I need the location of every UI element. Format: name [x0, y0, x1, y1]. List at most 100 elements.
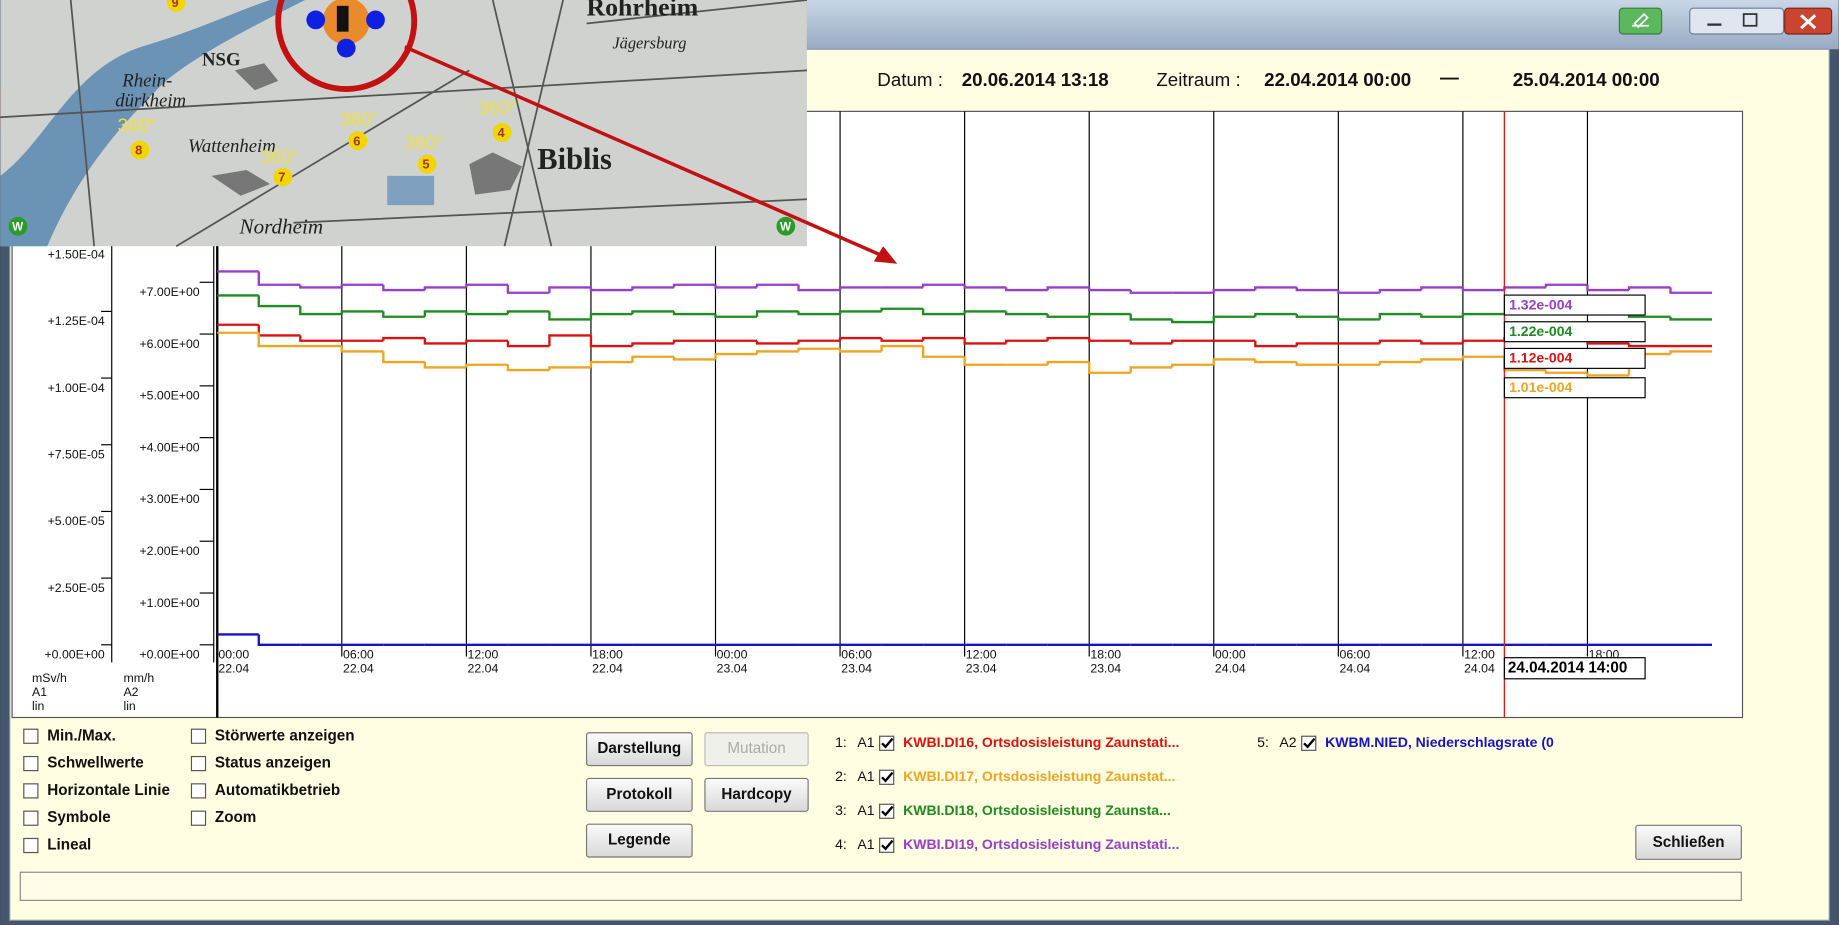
button-label[interactable]: Hardcopy [721, 786, 792, 803]
map-label: Rhein- [121, 70, 172, 91]
x-tick-label: 00:00 [717, 648, 748, 662]
checkbox[interactable] [24, 811, 38, 825]
checkbox[interactable] [191, 757, 205, 771]
x-tick-label: 23.04 [966, 662, 997, 676]
legend-entry: KWBM.NIED, Niederschlagsrate (0 [1325, 734, 1554, 750]
legend-entry: KWBI.DI16, Ortsdosisleistung Zaunstati..… [903, 734, 1179, 750]
checkbox[interactable] [191, 811, 205, 825]
option-label: Zoom [215, 809, 256, 826]
map-label: 5 [422, 157, 429, 172]
map-label: 7 [278, 170, 285, 185]
option-label: Min./Max. [47, 727, 116, 744]
close-button-label[interactable]: Schließen [1653, 834, 1725, 851]
y-tick-label: +5.00E-05 [48, 514, 105, 528]
station-dot [337, 39, 356, 58]
x-tick-label: 00:00 [218, 648, 249, 662]
page: Messwertdarstellung { "header": {"date_l… [0, 0, 1839, 925]
map-label: W [12, 221, 24, 234]
y2-tick-label: +4.00E+00 [139, 440, 199, 454]
button-label[interactable]: Protokoll [606, 786, 672, 803]
map-label: 4 [497, 125, 505, 140]
x-tick-label: 06:00 [1340, 648, 1371, 662]
map-label: Biblis [537, 142, 612, 176]
legend-entry: KWBI.DI18, Ortsdosisleistung Zaunsta... [903, 802, 1171, 818]
plant-icon [337, 6, 349, 32]
x-tick-label: 12:00 [966, 648, 997, 662]
x-tick-label: 23.04 [841, 662, 872, 676]
y-tick-label: +1.00E-04 [48, 381, 105, 395]
legend-entry: KWBI.DI17, Ortsdosisleistung Zaunstat... [903, 768, 1175, 784]
x-tick-label: 22.04 [218, 662, 249, 676]
legend-index: 3: [835, 802, 847, 818]
x-tick-label: 22.04 [343, 662, 374, 676]
button-label[interactable]: Legende [608, 832, 671, 849]
checkbox[interactable] [24, 784, 38, 798]
checkbox[interactable] [191, 729, 205, 743]
x-tick-label: 23.04 [717, 662, 748, 676]
map-label: Nordheim [239, 214, 324, 238]
checkbox[interactable] [24, 838, 38, 852]
map-label: 360° [261, 146, 300, 167]
map-label: 8 [135, 143, 142, 158]
legend-index: 1: [835, 734, 847, 750]
map-label: Jägersburg [612, 33, 686, 52]
button-label: Mutation [727, 740, 785, 757]
y2-tick-label: +3.00E+00 [139, 492, 199, 506]
y2-tick-label: +5.00E+00 [139, 389, 199, 403]
y-tick-label: +0.00E+00 [45, 648, 105, 662]
station-dot [306, 11, 325, 30]
map-label: NSG [202, 49, 241, 70]
legend-entry: KWBI.DI19, Ortsdosisleistung Zaunstati..… [903, 836, 1179, 852]
range-end: 25.04.2014 00:00 [1513, 69, 1660, 90]
x-tick-label: 22.04 [468, 662, 499, 676]
option-label: Störwerte anzeigen [215, 727, 355, 744]
legend-axis: A1 [857, 768, 874, 784]
y-unit: mSv/h [32, 671, 67, 685]
window-buttons [1690, 8, 1784, 34]
y2-tick-label: +2.00E+00 [139, 544, 199, 558]
y-tick-label: +7.50E-05 [48, 448, 105, 462]
lake [387, 176, 434, 205]
map-label: dürkheim [115, 90, 186, 111]
body: Datum : 20.06.2014 13:18 Zeitraum : 22.0… [0, 0, 1839, 925]
x-tick-label: 18:00 [592, 648, 623, 662]
title-bar [807, 0, 1839, 49]
cursor-label: 24.04.2014 14:00 [1508, 659, 1627, 676]
cursor-value-label: 1.01e-004 [1509, 379, 1572, 395]
y-scale: lin [32, 699, 44, 713]
range-start: 22.04.2014 00:00 [1264, 69, 1411, 90]
option-label: Automatikbetrieb [215, 782, 340, 799]
checkbox[interactable] [24, 729, 38, 743]
legend-index: 4: [835, 836, 847, 852]
option-label: Lineal [47, 837, 91, 854]
x-tick-label: 22.04 [592, 662, 623, 676]
x-tick-label: 18:00 [1090, 648, 1121, 662]
x-tick-label: 00:00 [1215, 648, 1246, 662]
x-tick-label: 24.04 [1464, 662, 1495, 676]
map-label: 360° [118, 115, 157, 136]
range-label: Zeitraum : [1156, 69, 1240, 90]
map-label: 9 [172, 0, 179, 10]
cursor-value-label: 1.12e-004 [1509, 350, 1572, 366]
map-label: 360° [340, 109, 379, 130]
x-tick-label: 24.04 [1215, 662, 1246, 676]
checkbox[interactable] [191, 784, 205, 798]
x-tick-label: 24.04 [1340, 662, 1371, 676]
map-label: 360° [405, 132, 444, 153]
y-tick-label: +1.25E-04 [48, 314, 105, 328]
y2-unit: mm/h [123, 671, 154, 685]
button-label[interactable]: Darstellung [597, 740, 681, 757]
screenshot: Datum : 20.06.2014 13:18 Zeitraum : 22.0… [0, 0, 1839, 925]
date: 20.06.2014 13:18 [962, 69, 1109, 90]
station-dot [366, 11, 385, 30]
map-inset: Rohrheim Jägersburg NSG Rhein- dürkheim … [0, 0, 897, 264]
checkbox[interactable] [24, 757, 38, 771]
option-label: Horizontale Linie [47, 782, 170, 799]
x-tick-label: 12:00 [468, 648, 499, 662]
y2-tick-label: +7.00E+00 [139, 285, 199, 299]
option-label: Schwellwerte [47, 755, 144, 772]
edit-button[interactable] [1619, 8, 1661, 34]
x-tick-label: 06:00 [841, 648, 872, 662]
y2-axis-name: A2 [123, 685, 138, 699]
range-separator: — [1440, 67, 1459, 88]
